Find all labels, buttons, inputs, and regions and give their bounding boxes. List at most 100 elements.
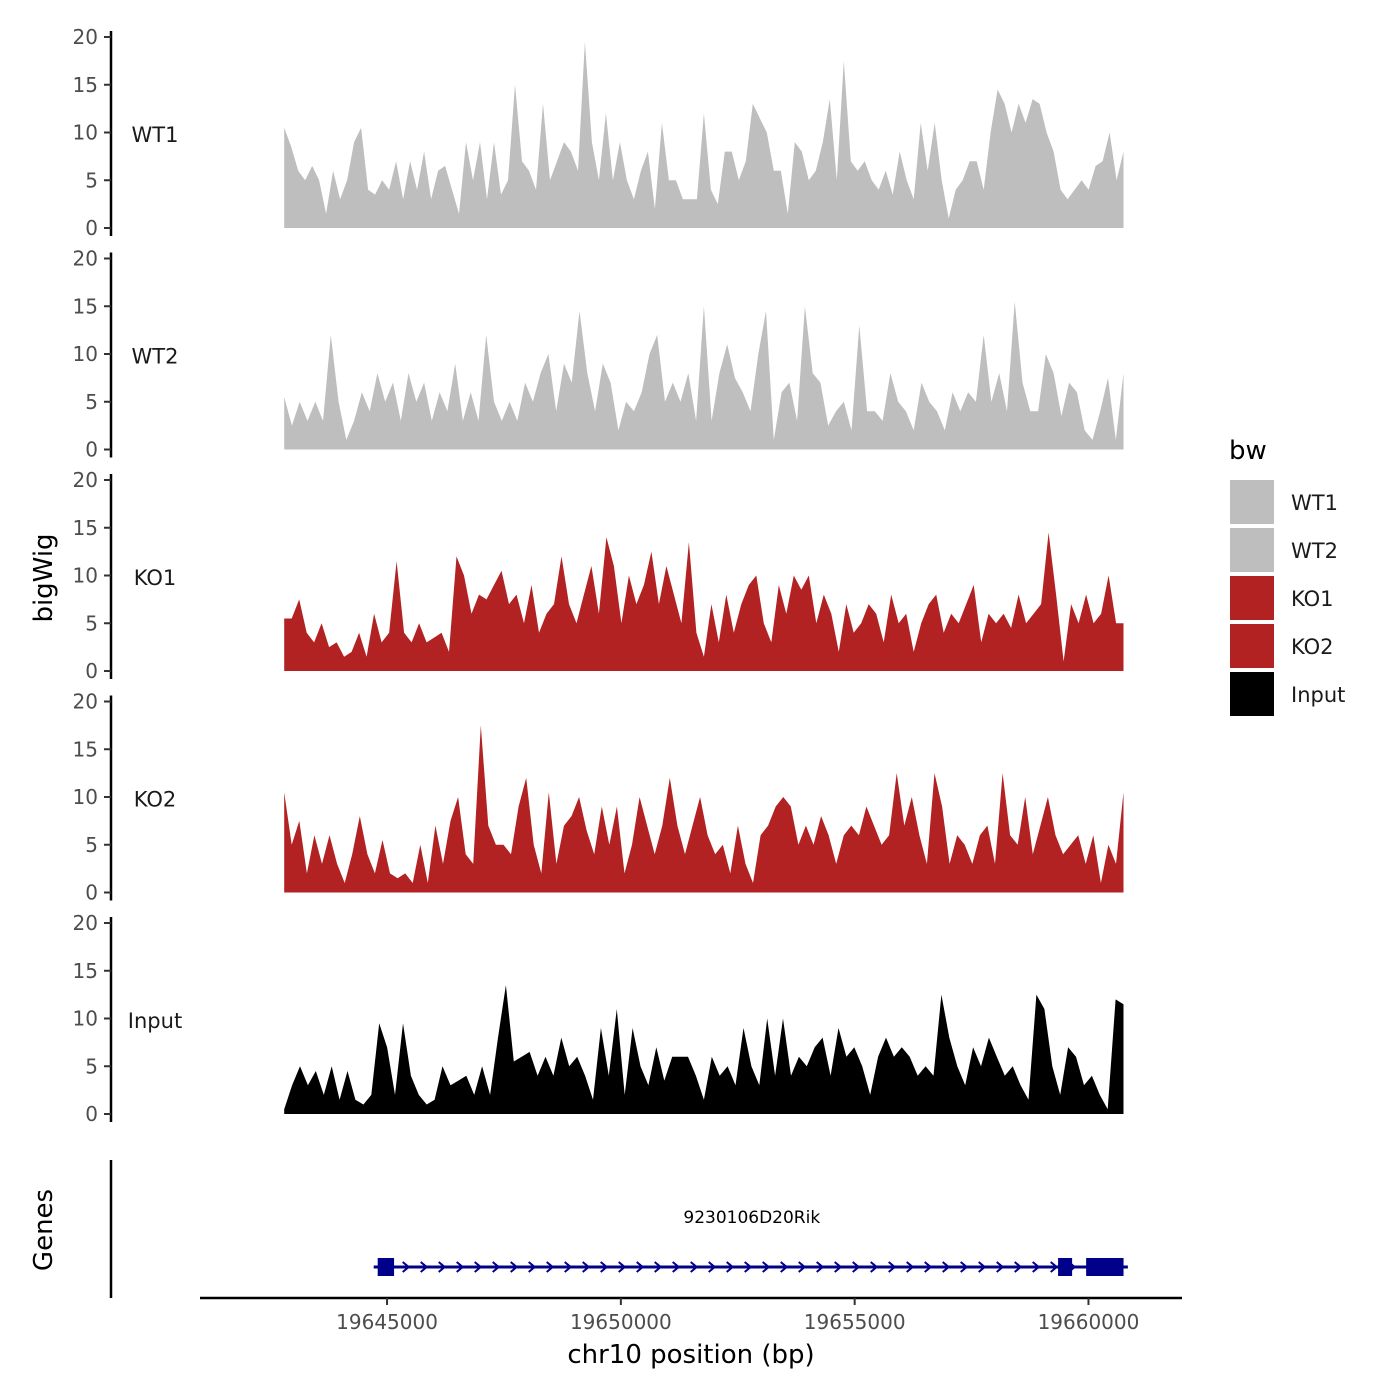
track-wt2: 0 5 10 15 20 WT2 — [73, 247, 1124, 462]
strand-arrow — [636, 1261, 645, 1273]
y-tick-label: 20 — [73, 690, 98, 714]
y-tick-label: 0 — [85, 438, 98, 462]
strand-arrow — [726, 1261, 735, 1273]
gene-name-label: 9230106D20Rik — [683, 1208, 820, 1228]
y-axis-title: bigWig — [29, 533, 59, 622]
y-tick-label: 10 — [73, 121, 98, 145]
y-tick-label: 0 — [85, 1102, 98, 1126]
x-axis-title: chr10 position (bp) — [567, 1340, 814, 1370]
legend: bw WT1 WT2 KO1 KO2 Input — [1229, 436, 1345, 716]
y-tick-label: 5 — [85, 390, 98, 414]
strand-arrow — [690, 1261, 699, 1273]
legend-key-wt1 — [1230, 480, 1274, 524]
track-label-wt1: WT1 — [132, 123, 179, 147]
y-tick-label: 20 — [73, 468, 98, 492]
strand-arrow — [474, 1261, 483, 1273]
coverage-area-wt1 — [284, 41, 1124, 228]
strand-arrow — [492, 1261, 501, 1273]
genes-track-label: Genes — [29, 1189, 59, 1271]
strand-arrow — [672, 1261, 681, 1273]
exon — [377, 1258, 395, 1276]
legend-label-ko1: KO1 — [1291, 587, 1334, 611]
strand-arrow — [1014, 1261, 1023, 1273]
legend-key-ko1 — [1230, 576, 1274, 620]
y-tick-label: 15 — [73, 516, 98, 540]
strand-arrow — [582, 1261, 591, 1273]
legend-label-wt2: WT2 — [1291, 539, 1338, 563]
track-label-ko1: KO1 — [134, 566, 177, 590]
y-tick-label: 20 — [73, 247, 98, 271]
coverage-area-input — [284, 985, 1124, 1114]
strand-arrow — [600, 1261, 609, 1273]
coverage-area-ko1 — [284, 532, 1124, 671]
strand-arrow — [798, 1261, 807, 1273]
strand-arrow — [456, 1261, 465, 1273]
exon — [1058, 1258, 1073, 1276]
y-tick-label: 5 — [85, 168, 98, 192]
strand-arrow — [870, 1261, 879, 1273]
y-tick-label: 10 — [73, 785, 98, 809]
coverage-area-ko2 — [284, 725, 1124, 893]
strand-arrow — [978, 1261, 987, 1273]
legend-label-input: Input — [1291, 683, 1345, 707]
y-tick-label: 10 — [73, 564, 98, 588]
strand-arrow — [564, 1261, 573, 1273]
strand-arrow — [744, 1261, 753, 1273]
strand-arrow — [834, 1261, 843, 1273]
y-tick-label: 5 — [85, 1054, 98, 1078]
strand-arrow — [546, 1261, 555, 1273]
y-tick-label: 20 — [73, 911, 98, 935]
legend-title: bw — [1229, 436, 1267, 466]
strand-arrow — [420, 1261, 429, 1273]
strand-arrow — [528, 1261, 537, 1273]
y-tick-label: 15 — [73, 737, 98, 761]
y-tick-label: 0 — [85, 216, 98, 240]
strand-arrow — [780, 1261, 789, 1273]
x-tick-label: 19650000 — [570, 1310, 672, 1334]
track-wt1: 0 5 10 15 20 WT1 — [73, 25, 1124, 240]
strand-arrow — [618, 1261, 627, 1273]
strand-arrow — [852, 1261, 861, 1273]
strand-arrow — [762, 1261, 771, 1273]
y-tick-label: 0 — [85, 881, 98, 905]
strand-arrow — [438, 1261, 447, 1273]
legend-label-wt1: WT1 — [1291, 491, 1338, 515]
x-tick-label: 19655000 — [804, 1310, 906, 1334]
strand-arrow — [888, 1261, 897, 1273]
y-tick-label: 10 — [73, 342, 98, 366]
y-tick-label: 20 — [73, 25, 98, 49]
y-tick-label: 5 — [85, 611, 98, 635]
strand-arrow — [402, 1261, 411, 1273]
strand-arrow — [996, 1261, 1005, 1273]
strand-arrow — [510, 1261, 519, 1273]
legend-key-input — [1230, 672, 1274, 716]
y-tick-label: 15 — [73, 959, 98, 983]
y-tick-label: 5 — [85, 833, 98, 857]
x-axis: 19645000 19650000 19655000 19660000 — [200, 1296, 1182, 1334]
x-tick-label: 19645000 — [336, 1310, 438, 1334]
y-tick-label: 15 — [73, 73, 98, 97]
y-tick-label: 10 — [73, 1007, 98, 1031]
strand-arrow — [906, 1261, 915, 1273]
strand-arrow — [816, 1261, 825, 1273]
legend-key-wt2 — [1230, 528, 1274, 572]
legend-key-ko2 — [1230, 624, 1274, 668]
track-label-input: Input — [128, 1009, 182, 1033]
gene-track: Genes 9230106D20Rik — [29, 1160, 1128, 1298]
strand-arrow — [1032, 1261, 1041, 1273]
exon — [1086, 1258, 1124, 1276]
track-label-ko2: KO2 — [134, 788, 177, 812]
track-ko2: 0 5 10 15 20 KO2 — [73, 690, 1124, 905]
track-label-wt2: WT2 — [132, 345, 179, 369]
strand-arrow — [942, 1261, 951, 1273]
strand-arrow — [1050, 1261, 1059, 1273]
track-ko1: 0 5 10 15 20 KO1 — [73, 468, 1124, 683]
coverage-tracks: 0 5 10 15 20 WT1 0 5 10 15 20 WT2 0 5 10 15 20 KO1 0 5 10 15 2… — [73, 25, 1124, 1126]
strand-arrow — [654, 1261, 663, 1273]
y-tick-label: 15 — [73, 294, 98, 318]
x-tick-label: 19660000 — [1038, 1310, 1140, 1334]
strand-arrow — [708, 1261, 717, 1273]
strand-arrow — [924, 1261, 933, 1273]
track-input: 0 5 10 15 20 Input — [73, 911, 1124, 1126]
